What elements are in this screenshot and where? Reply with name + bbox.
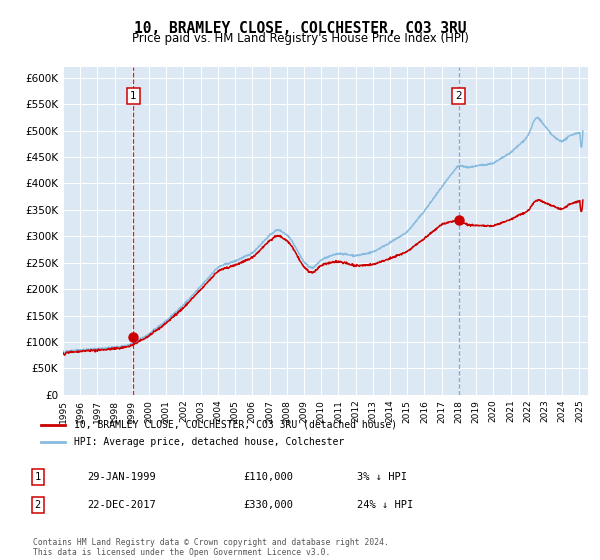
Text: 29-JAN-1999: 29-JAN-1999 <box>87 472 156 482</box>
Text: 3% ↓ HPI: 3% ↓ HPI <box>357 472 407 482</box>
Text: Contains HM Land Registry data © Crown copyright and database right 2024.
This d: Contains HM Land Registry data © Crown c… <box>33 538 389 557</box>
Text: 1: 1 <box>35 472 41 482</box>
Text: 2: 2 <box>35 500 41 510</box>
Text: Price paid vs. HM Land Registry's House Price Index (HPI): Price paid vs. HM Land Registry's House … <box>131 32 469 45</box>
Text: 1: 1 <box>130 91 137 101</box>
Text: 10, BRAMLEY CLOSE, COLCHESTER, CO3 3RU: 10, BRAMLEY CLOSE, COLCHESTER, CO3 3RU <box>134 21 466 36</box>
Text: 10, BRAMLEY CLOSE, COLCHESTER, CO3 3RU (detached house): 10, BRAMLEY CLOSE, COLCHESTER, CO3 3RU (… <box>74 419 397 430</box>
Text: 24% ↓ HPI: 24% ↓ HPI <box>357 500 413 510</box>
Text: 22-DEC-2017: 22-DEC-2017 <box>87 500 156 510</box>
Text: £110,000: £110,000 <box>243 472 293 482</box>
Text: HPI: Average price, detached house, Colchester: HPI: Average price, detached house, Colc… <box>74 437 344 447</box>
Text: £330,000: £330,000 <box>243 500 293 510</box>
Text: 2: 2 <box>455 91 462 101</box>
